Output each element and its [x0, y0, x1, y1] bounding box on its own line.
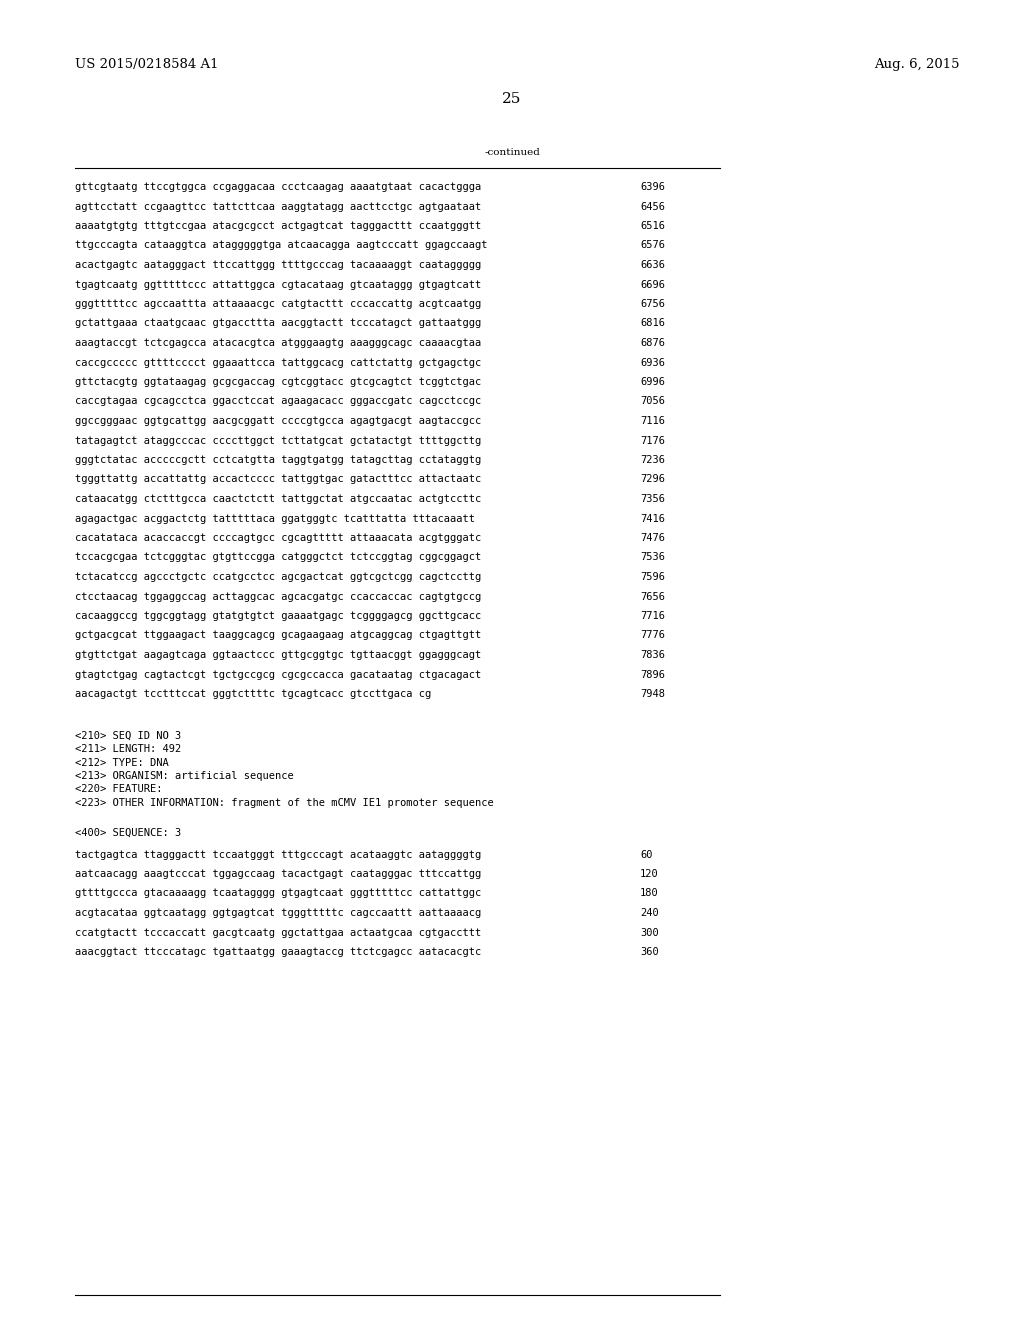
Text: -continued: -continued	[484, 148, 540, 157]
Text: tccacgcgaa tctcgggtac gtgttccgga catgggctct tctccggtag cggcggagct: tccacgcgaa tctcgggtac gtgttccgga catgggc…	[75, 553, 481, 562]
Text: US 2015/0218584 A1: US 2015/0218584 A1	[75, 58, 218, 71]
Text: 6636: 6636	[640, 260, 665, 271]
Text: 7948: 7948	[640, 689, 665, 700]
Text: 7476: 7476	[640, 533, 665, 543]
Text: <400> SEQUENCE: 3: <400> SEQUENCE: 3	[75, 828, 181, 837]
Text: 7596: 7596	[640, 572, 665, 582]
Text: 300: 300	[640, 928, 658, 937]
Text: 6396: 6396	[640, 182, 665, 191]
Text: ctcctaacag tggaggccag acttaggcac agcacgatgc ccaccaccac cagtgtgccg: ctcctaacag tggaggccag acttaggcac agcacga…	[75, 591, 481, 602]
Text: gttttgccca gtacaaaagg tcaatagggg gtgagtcaat gggtttttcc cattattggc: gttttgccca gtacaaaagg tcaatagggg gtgagtc…	[75, 888, 481, 899]
Text: <220> FEATURE:: <220> FEATURE:	[75, 784, 163, 795]
Text: 7656: 7656	[640, 591, 665, 602]
Text: 6456: 6456	[640, 202, 665, 211]
Text: tactgagtca ttagggactt tccaatgggt tttgcccagt acataaggtc aataggggtg: tactgagtca ttagggactt tccaatgggt tttgccc…	[75, 850, 481, 859]
Text: aaaatgtgtg tttgtccgaa atacgcgcct actgagtcat tagggacttt ccaatgggtt: aaaatgtgtg tttgtccgaa atacgcgcct actgagt…	[75, 220, 481, 231]
Text: 60: 60	[640, 850, 652, 859]
Text: aaacggtact ttcccatagc tgattaatgg gaaagtaccg ttctcgagcc aatacacgtc: aaacggtact ttcccatagc tgattaatgg gaaagta…	[75, 946, 481, 957]
Text: acgtacataa ggtcaatagg ggtgagtcat tgggtttttc cagccaattt aattaaaacg: acgtacataa ggtcaatagg ggtgagtcat tgggttt…	[75, 908, 481, 917]
Text: 6876: 6876	[640, 338, 665, 348]
Text: tctacatccg agccctgctc ccatgcctcc agcgactcat ggtcgctcgg cagctccttg: tctacatccg agccctgctc ccatgcctcc agcgact…	[75, 572, 481, 582]
Text: 6756: 6756	[640, 300, 665, 309]
Text: 6936: 6936	[640, 358, 665, 367]
Text: agttcctatt ccgaagttcc tattcttcaa aaggtatagg aacttcctgc agtgaataat: agttcctatt ccgaagttcc tattcttcaa aaggtat…	[75, 202, 481, 211]
Text: <213> ORGANISM: artificial sequence: <213> ORGANISM: artificial sequence	[75, 771, 294, 781]
Text: <212> TYPE: DNA: <212> TYPE: DNA	[75, 758, 169, 767]
Text: 6816: 6816	[640, 318, 665, 329]
Text: cacaaggccg tggcggtagg gtatgtgtct gaaaatgagc tcggggagcg ggcttgcacc: cacaaggccg tggcggtagg gtatgtgtct gaaaatg…	[75, 611, 481, 620]
Text: ccatgtactt tcccaccatt gacgtcaatg ggctattgaa actaatgcaa cgtgaccttt: ccatgtactt tcccaccatt gacgtcaatg ggctatt…	[75, 928, 481, 937]
Text: 6696: 6696	[640, 280, 665, 289]
Text: tatagagtct ataggcccac ccccttggct tcttatgcat gctatactgt ttttggcttg: tatagagtct ataggcccac ccccttggct tcttatg…	[75, 436, 481, 446]
Text: gggtttttcc agccaattta attaaaacgc catgtacttt cccaccattg acgtcaatgg: gggtttttcc agccaattta attaaaacgc catgtac…	[75, 300, 481, 309]
Text: 7716: 7716	[640, 611, 665, 620]
Text: 6996: 6996	[640, 378, 665, 387]
Text: 7536: 7536	[640, 553, 665, 562]
Text: ttgcccagta cataaggtca atagggggtga atcaacagga aagtcccatt ggagccaagt: ttgcccagta cataaggtca atagggggtga atcaac…	[75, 240, 487, 251]
Text: 7296: 7296	[640, 474, 665, 484]
Text: <210> SEQ ID NO 3: <210> SEQ ID NO 3	[75, 730, 181, 741]
Text: aacagactgt tcctttccat gggtcttttc tgcagtcacc gtccttgaca cg: aacagactgt tcctttccat gggtcttttc tgcagtc…	[75, 689, 431, 700]
Text: Aug. 6, 2015: Aug. 6, 2015	[874, 58, 961, 71]
Text: 6516: 6516	[640, 220, 665, 231]
Text: 7236: 7236	[640, 455, 665, 465]
Text: 7896: 7896	[640, 669, 665, 680]
Text: gggtctatac acccccgctt cctcatgtta taggtgatgg tatagcttag cctataggtg: gggtctatac acccccgctt cctcatgtta taggtga…	[75, 455, 481, 465]
Text: 6576: 6576	[640, 240, 665, 251]
Text: <223> OTHER INFORMATION: fragment of the mCMV IE1 promoter sequence: <223> OTHER INFORMATION: fragment of the…	[75, 799, 494, 808]
Text: gttctacgtg ggtataagag gcgcgaccag cgtcggtacc gtcgcagtct tcggtctgac: gttctacgtg ggtataagag gcgcgaccag cgtcggt…	[75, 378, 481, 387]
Text: 7356: 7356	[640, 494, 665, 504]
Text: acactgagtc aatagggact ttccattggg ttttgcccag tacaaaaggt caataggggg: acactgagtc aatagggact ttccattggg ttttgcc…	[75, 260, 481, 271]
Text: 120: 120	[640, 869, 658, 879]
Text: aatcaacagg aaagtcccat tggagccaag tacactgagt caatagggac tttccattgg: aatcaacagg aaagtcccat tggagccaag tacactg…	[75, 869, 481, 879]
Text: tgggttattg accattattg accactcccc tattggtgac gatactttcc attactaatc: tgggttattg accattattg accactcccc tattggt…	[75, 474, 481, 484]
Text: caccgtagaa cgcagcctca ggacctccat agaagacacc gggaccgatc cagcctccgc: caccgtagaa cgcagcctca ggacctccat agaagac…	[75, 396, 481, 407]
Text: 25: 25	[503, 92, 521, 106]
Text: agagactgac acggactctg tatttttaca ggatgggtc tcatttatta tttacaaatt: agagactgac acggactctg tatttttaca ggatggg…	[75, 513, 475, 524]
Text: cacatataca acaccaccgt ccccagtgcc cgcagttttt attaaacata acgtgggatc: cacatataca acaccaccgt ccccagtgcc cgcagtt…	[75, 533, 481, 543]
Text: 360: 360	[640, 946, 658, 957]
Text: ggccgggaac ggtgcattgg aacgcggatt ccccgtgcca agagtgacgt aagtaccgcc: ggccgggaac ggtgcattgg aacgcggatt ccccgtg…	[75, 416, 481, 426]
Text: caccgccccc gttttcccct ggaaattcca tattggcacg cattctattg gctgagctgc: caccgccccc gttttcccct ggaaattcca tattggc…	[75, 358, 481, 367]
Text: tgagtcaatg ggtttttccc attattggca cgtacataag gtcaataggg gtgagtcatt: tgagtcaatg ggtttttccc attattggca cgtacat…	[75, 280, 481, 289]
Text: aaagtaccgt tctcgagcca atacacgtca atgggaagtg aaagggcagc caaaacgtaa: aaagtaccgt tctcgagcca atacacgtca atgggaa…	[75, 338, 481, 348]
Text: 7776: 7776	[640, 631, 665, 640]
Text: gctgacgcat ttggaagact taaggcagcg gcagaagaag atgcaggcag ctgagttgtt: gctgacgcat ttggaagact taaggcagcg gcagaag…	[75, 631, 481, 640]
Text: 7836: 7836	[640, 649, 665, 660]
Text: 7116: 7116	[640, 416, 665, 426]
Text: gttcgtaatg ttccgtggca ccgaggacaa ccctcaagag aaaatgtaat cacactggga: gttcgtaatg ttccgtggca ccgaggacaa ccctcaa…	[75, 182, 481, 191]
Text: gctattgaaa ctaatgcaac gtgaccttta aacggtactt tcccatagct gattaatggg: gctattgaaa ctaatgcaac gtgaccttta aacggta…	[75, 318, 481, 329]
Text: <211> LENGTH: 492: <211> LENGTH: 492	[75, 744, 181, 754]
Text: 240: 240	[640, 908, 658, 917]
Text: cataacatgg ctctttgcca caactctctt tattggctat atgccaatac actgtccttc: cataacatgg ctctttgcca caactctctt tattggc…	[75, 494, 481, 504]
Text: 180: 180	[640, 888, 658, 899]
Text: 7416: 7416	[640, 513, 665, 524]
Text: 7176: 7176	[640, 436, 665, 446]
Text: gtagtctgag cagtactcgt tgctgccgcg cgcgccacca gacataatag ctgacagact: gtagtctgag cagtactcgt tgctgccgcg cgcgcca…	[75, 669, 481, 680]
Text: 7056: 7056	[640, 396, 665, 407]
Text: gtgttctgat aagagtcaga ggtaactccc gttgcggtgc tgttaacggt ggagggcagt: gtgttctgat aagagtcaga ggtaactccc gttgcgg…	[75, 649, 481, 660]
